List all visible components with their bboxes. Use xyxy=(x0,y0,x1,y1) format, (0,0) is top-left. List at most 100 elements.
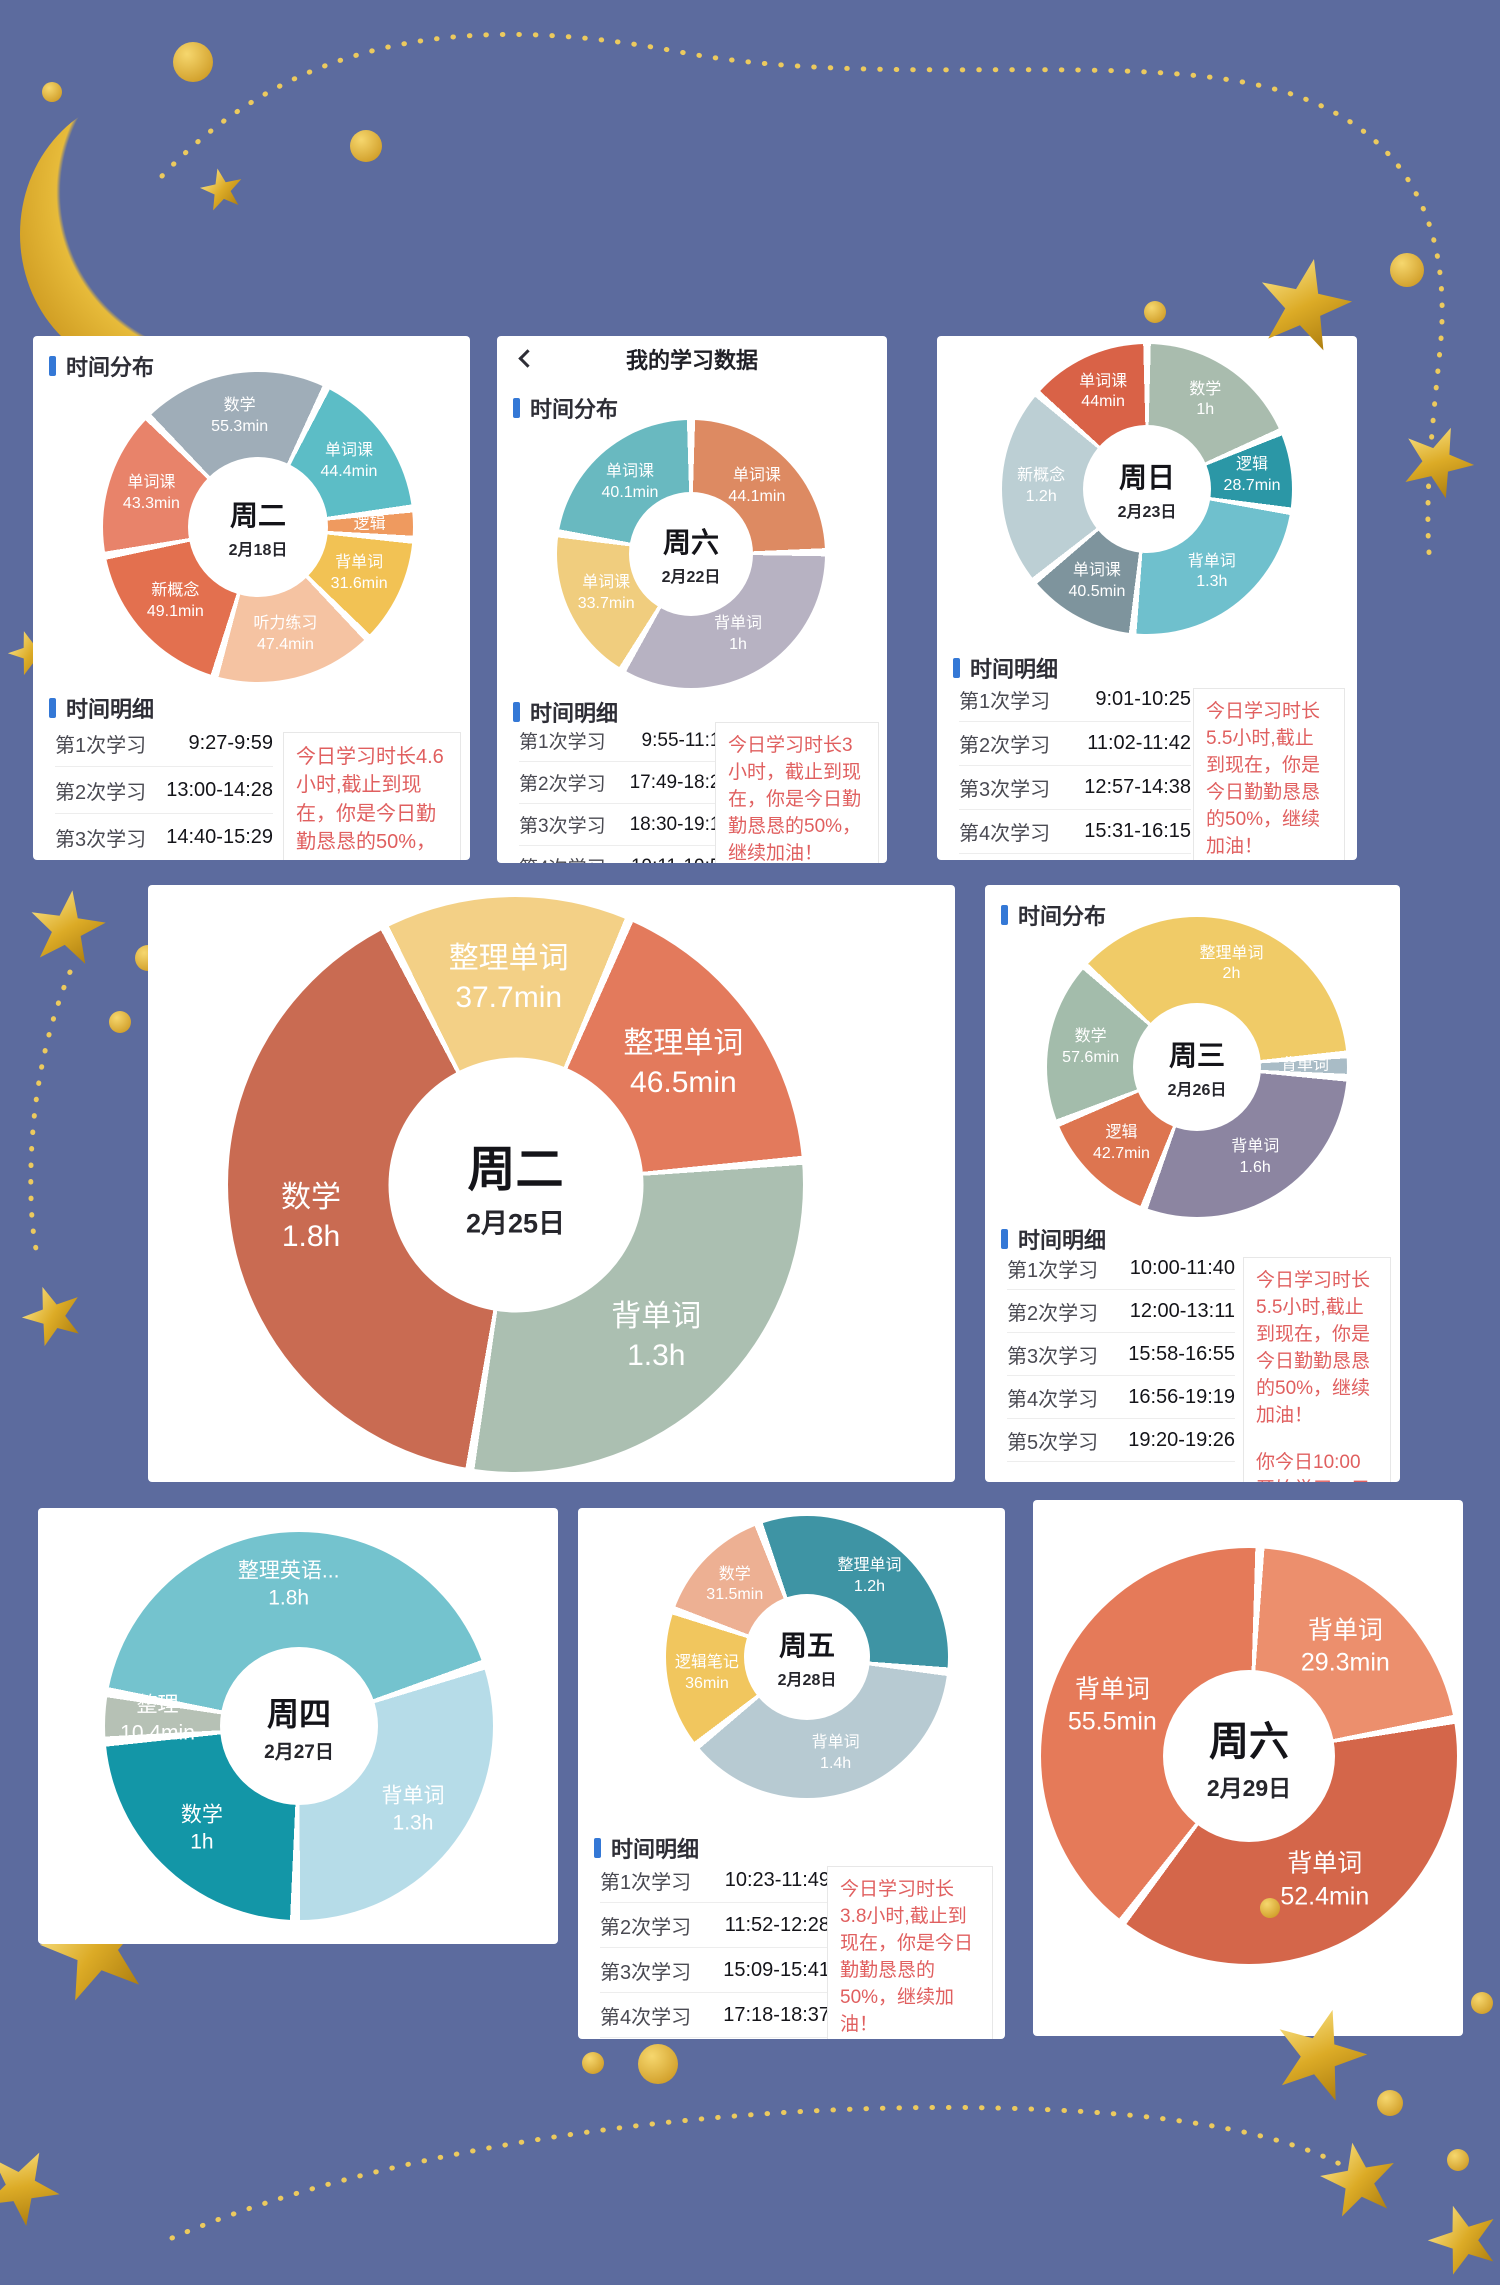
donut-segment-label: 新概念 49.1min xyxy=(146,582,204,620)
table-row: 第4次学习 15:31-16:15 xyxy=(959,810,1191,854)
donut-center: 周四 2月27日 xyxy=(220,1647,378,1805)
table-row: 第2次学习 17:49-18:23 xyxy=(519,762,731,804)
study-data-card-feb25: 周二 2月25日 整理单词 37.7min 整理单词 46.5min 背单词 1.3h 数学… xyxy=(148,885,955,1482)
donut-segment-label: 整理英语... 1.8h xyxy=(237,1559,340,1610)
date-label: 2月28日 xyxy=(777,1672,837,1689)
donut-center: 周五 2月28日 xyxy=(744,1594,870,1720)
donut-segment-label: 单词课 43.3min xyxy=(122,474,180,513)
session-list: 第1次学习 9:27-9:59 第2次学习 13:00-14:28 第3次学习 … xyxy=(55,720,273,860)
donut-center: 周六 2月29日 xyxy=(1163,1670,1335,1842)
donut-segment-label: 单词课 44.4min xyxy=(320,442,378,481)
section-header-time-distribution: 时间分布 xyxy=(49,350,154,382)
time-distribution-donut-chart: 周三 2月26日 整理单词 2h 背单词 背单词 1.6h 逻辑 42.7min 数学 57.6… xyxy=(1047,917,1347,1217)
session-time: 16:56-19:19 xyxy=(1128,1385,1235,1408)
time-distribution-donut-chart: 周二 2月25日 整理单词 37.7min 整理单词 46.5min 背单词 1.3h 数学… xyxy=(228,897,803,1472)
session-list: 第1次学习 9:55-11:14 第2次学习 17:49-18:23 第3次学习… xyxy=(519,720,731,863)
donut-center: 周六 2月22日 xyxy=(629,492,753,616)
section-header-time-detail: 时间明细 xyxy=(513,696,618,728)
session-time: 17:49-18:23 xyxy=(629,771,731,793)
session-label: 第3次学习 xyxy=(55,828,147,851)
gold-dot-icon xyxy=(1447,2149,1469,2171)
session-time: 10:23-11:49 xyxy=(724,1868,830,1891)
session-time: 9:01-10:25 xyxy=(1095,688,1191,710)
dotted-trail-left xyxy=(28,969,73,1261)
note-text: 今日学习时长4.6小时,截止到现在，你是今日勤勤恳恳的50%，继续加油！ xyxy=(296,746,444,860)
gold-dot-icon xyxy=(173,42,213,82)
note-text: 今日学习时长5.5小时,截止到现在，你是今日勤勤恳恳的50%，继续加油！ xyxy=(1206,701,1321,857)
session-label: 第1次学习 xyxy=(519,732,606,753)
section-header-time-detail: 时间明细 xyxy=(594,1832,699,1864)
donut-segment-label: 单词课 33.7min xyxy=(577,574,635,612)
time-distribution-donut-chart: 周日 2月23日 数学 1h 逻辑 28.7min 背单词 1.3h 单词课 40.5min 新… xyxy=(1002,344,1292,634)
session-time: 10:00-11:40 xyxy=(1129,1256,1235,1279)
date-label: 2月23日 xyxy=(1117,504,1177,521)
section-title: 时间明细 xyxy=(1018,1228,1107,1253)
gold-dot-icon xyxy=(109,1011,131,1033)
session-label: 第5次学习 xyxy=(1007,1431,1099,1454)
encouragement-note: 今日学习时长5.5小时,截止到现在，你是今日勤勤恳恳的50%，继续加油！ 你今日… xyxy=(1193,688,1345,860)
donut-segment-label: 数学 1.8h xyxy=(281,1180,342,1253)
donut-segment-label: 整理单词 46.5min xyxy=(623,1027,744,1100)
date-label: 2月25日 xyxy=(465,1208,566,1238)
session-label: 第1次学习 xyxy=(1007,1259,1099,1282)
time-distribution-donut-chart: 周二 2月18日 数学 55.3min 单词课 44.4min 逻辑 背单词 31.6min… xyxy=(103,372,413,682)
donut-segment-label: 逻辑 xyxy=(353,515,386,533)
donut-segment-label: 背单词 1.3h xyxy=(381,1784,445,1836)
blue-bullet-icon xyxy=(953,658,960,678)
session-label: 第1次学习 xyxy=(55,734,147,757)
session-list: 第1次学习 10:00-11:40 第2次学习 12:00-13:11 第3次学… xyxy=(1007,1247,1235,1462)
weekday-label: 周六 xyxy=(662,527,719,558)
session-label: 第1次学习 xyxy=(600,1871,692,1894)
weekday-label: 周二 xyxy=(467,1143,564,1196)
session-label: 第3次学习 xyxy=(519,816,606,837)
donut-segment-label: 整理单词 1.2h xyxy=(837,1557,902,1595)
session-label: 第2次学习 xyxy=(519,774,606,795)
section-header-time-detail: 时间明细 xyxy=(49,692,154,724)
session-label: 第4次学习 xyxy=(1007,1388,1099,1411)
note-text: 今日学习时长5.5小时,截止到现在，你是今日勤勤恳恳的50%，继续加油！ xyxy=(1256,1270,1371,1426)
section-title: 时间分布 xyxy=(530,397,619,422)
donut-segment-label: 背单词 xyxy=(1280,1056,1329,1074)
donut-segment-label: 背单词 52.4min xyxy=(1280,1849,1370,1911)
time-distribution-donut-chart: 周六 2月29日 背单词 29.3min 背单词 52.4min 背单词 55.5min xyxy=(1041,1548,1457,1964)
study-data-card-feb27: 周四 2月27日 整理英语... 1.8h 背单词 1.3h 数学 1h 整理 10.4min xyxy=(38,1508,558,1944)
donut-center: 周三 2月26日 xyxy=(1133,1003,1261,1131)
section-header-time-distribution: 时间分布 xyxy=(513,392,618,424)
session-label: 第2次学习 xyxy=(959,735,1051,757)
study-data-card-feb23: 周日 2月23日 数学 1h 逻辑 28.7min 背单词 1.3h 单词课 40.5min 新… xyxy=(937,336,1357,860)
session-time: 15:31-16:15 xyxy=(1084,820,1191,842)
note-text: 你今日10:00开始学习，元气满满的，学习即是正义。加油！！！ xyxy=(1256,1451,1370,1482)
session-label: 第4次学习 xyxy=(519,853,606,863)
encouragement-note: 今日学习时长5.5小时,截止到现在，你是今日勤勤恳恳的50%，继续加油！ 你今日… xyxy=(1243,1257,1391,1482)
section-header-time-detail: 时间明细 xyxy=(1001,1223,1106,1255)
donut-segment-label: 逻辑 28.7min xyxy=(1223,455,1281,494)
donut-segment-label: 数学 1h xyxy=(1189,380,1222,419)
gold-dot-icon xyxy=(1390,253,1424,287)
table-row: 第2次学习 11:02-11:42 xyxy=(959,722,1191,766)
blue-bullet-icon xyxy=(594,1838,601,1858)
encouragement-note: 今日学习时长3小时，截止到现在，你是今日勤勤恳恳的50%，继续加油！ 你今日9:… xyxy=(715,722,879,863)
blue-bullet-icon xyxy=(49,698,56,718)
session-time: 12:57-14:38 xyxy=(1084,776,1191,798)
blue-bullet-icon xyxy=(49,356,56,376)
time-distribution-donut-chart: 周四 2月27日 整理英语... 1.8h 背单词 1.3h 数学 1h 整理 10.4min xyxy=(105,1532,493,1920)
note-text: 今日学习时长3.8小时,截止到现在，你是今日勤勤恳恳的50%，继续加油！ xyxy=(840,1879,974,2035)
session-time: 13:00-14:28 xyxy=(166,778,273,801)
table-row: 第2次学习 13:00-14:28 xyxy=(55,767,273,814)
table-row: 第2次学习 12:00-13:11 xyxy=(1007,1290,1235,1333)
gold-dot-icon xyxy=(1471,1992,1493,2014)
back-chevron-icon[interactable] xyxy=(518,349,537,368)
date-label: 2月27日 xyxy=(264,1741,334,1763)
date-label: 2月18日 xyxy=(228,542,288,559)
table-row: 第4次学习 16:56-19:19 xyxy=(1007,1376,1235,1419)
weekday-label: 周三 xyxy=(1168,1040,1225,1071)
date-label: 2月26日 xyxy=(1167,1082,1227,1099)
dotted-trail-bottom xyxy=(169,2104,1369,2241)
session-time: 19:20-19:26 xyxy=(1128,1428,1235,1451)
table-row: 第3次学习 15:58-16:55 xyxy=(1007,1333,1235,1376)
gold-dot-icon xyxy=(42,82,62,102)
donut-center: 周二 2月25日 xyxy=(388,1057,643,1312)
session-label: 第1次学习 xyxy=(959,691,1051,713)
session-label: 第3次学习 xyxy=(600,1961,692,1984)
